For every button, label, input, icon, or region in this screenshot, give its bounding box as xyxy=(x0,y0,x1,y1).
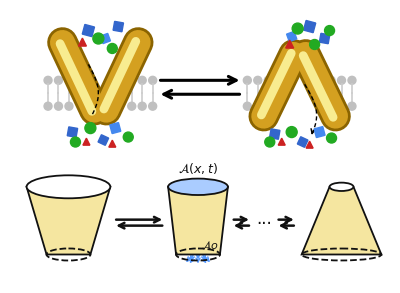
Circle shape xyxy=(107,43,117,53)
Polygon shape xyxy=(270,129,280,139)
Polygon shape xyxy=(67,127,78,137)
Circle shape xyxy=(324,25,334,35)
Polygon shape xyxy=(319,33,330,44)
Circle shape xyxy=(292,23,303,34)
Circle shape xyxy=(44,102,52,110)
Circle shape xyxy=(70,137,80,147)
Circle shape xyxy=(85,122,96,134)
Circle shape xyxy=(265,137,275,147)
Circle shape xyxy=(326,133,336,143)
Circle shape xyxy=(327,76,335,84)
Circle shape xyxy=(149,102,157,110)
Polygon shape xyxy=(27,187,110,255)
Polygon shape xyxy=(110,122,121,134)
Circle shape xyxy=(348,76,356,84)
Polygon shape xyxy=(286,31,297,42)
Polygon shape xyxy=(98,135,109,145)
Circle shape xyxy=(65,102,73,110)
Circle shape xyxy=(264,76,272,84)
Circle shape xyxy=(243,102,251,110)
Polygon shape xyxy=(286,40,294,48)
Polygon shape xyxy=(109,140,116,147)
Polygon shape xyxy=(100,33,110,44)
Circle shape xyxy=(138,102,146,110)
Circle shape xyxy=(138,76,146,84)
Polygon shape xyxy=(306,141,313,148)
Polygon shape xyxy=(304,21,316,33)
Circle shape xyxy=(338,76,346,84)
Circle shape xyxy=(310,40,320,50)
Circle shape xyxy=(338,102,346,110)
Text: $\mathcal{A}$o: $\mathcal{A}$o xyxy=(201,239,219,251)
Circle shape xyxy=(254,76,262,84)
Circle shape xyxy=(286,127,297,137)
Polygon shape xyxy=(113,21,124,32)
Circle shape xyxy=(264,102,272,110)
Polygon shape xyxy=(314,127,325,137)
Text: ···: ··· xyxy=(256,215,272,233)
Text: $\mathcal{A}(x,t)$: $\mathcal{A}(x,t)$ xyxy=(178,161,218,176)
Circle shape xyxy=(149,76,157,84)
Circle shape xyxy=(128,102,136,110)
Polygon shape xyxy=(278,138,285,145)
Circle shape xyxy=(54,102,62,110)
Polygon shape xyxy=(83,138,90,145)
Circle shape xyxy=(65,76,73,84)
Polygon shape xyxy=(302,187,381,255)
Circle shape xyxy=(243,76,251,84)
Polygon shape xyxy=(82,24,94,37)
Ellipse shape xyxy=(168,179,228,195)
Circle shape xyxy=(123,132,133,142)
Circle shape xyxy=(327,102,335,110)
Polygon shape xyxy=(297,137,308,147)
Ellipse shape xyxy=(27,175,110,198)
Circle shape xyxy=(54,76,62,84)
Circle shape xyxy=(128,76,136,84)
Circle shape xyxy=(93,33,104,44)
Ellipse shape xyxy=(330,183,354,191)
Polygon shape xyxy=(168,187,228,255)
Circle shape xyxy=(44,76,52,84)
Circle shape xyxy=(254,102,262,110)
Polygon shape xyxy=(78,38,86,46)
Circle shape xyxy=(348,102,356,110)
